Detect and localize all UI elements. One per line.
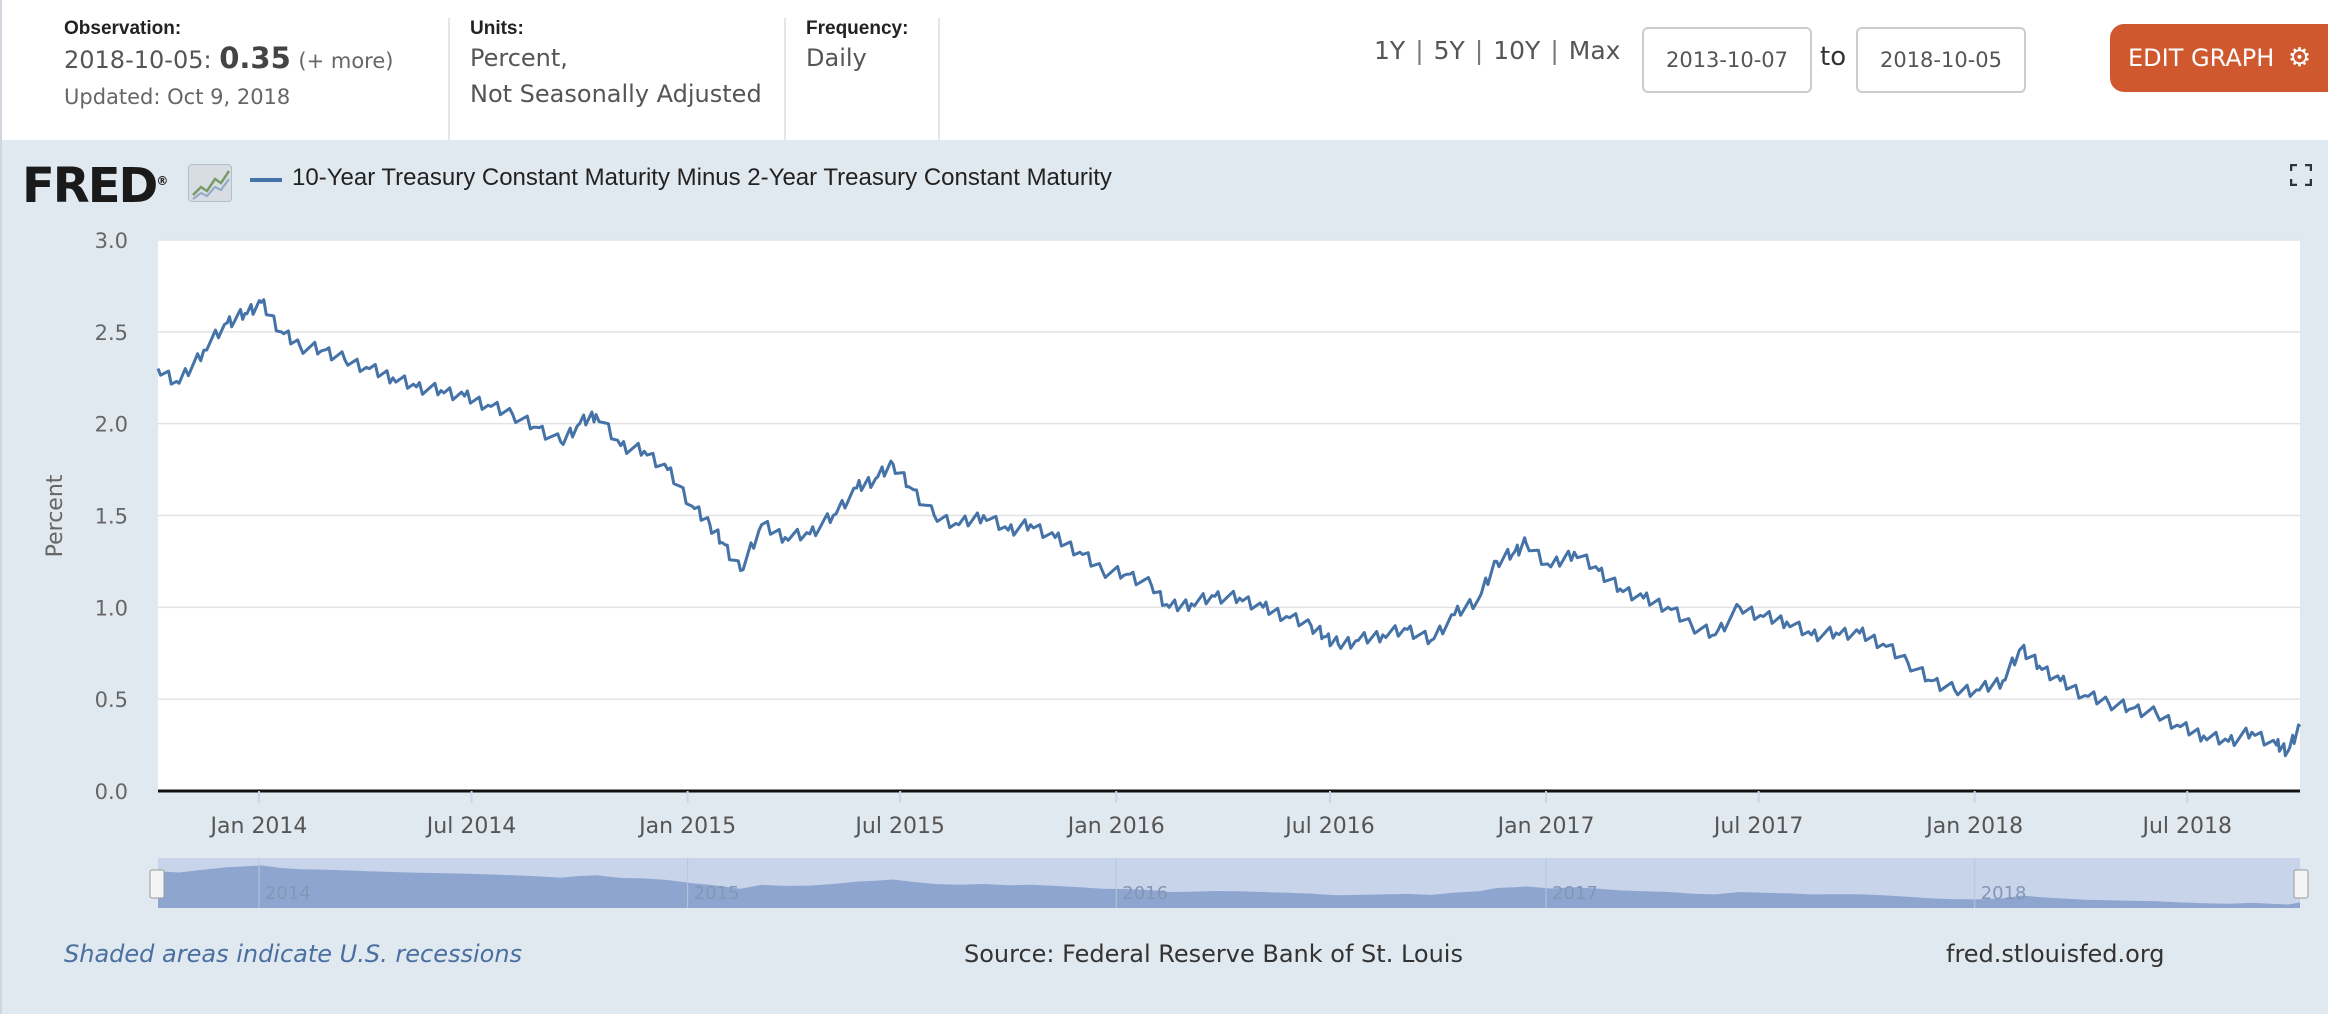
- header-divider: [784, 18, 786, 140]
- units-label: Units:: [470, 18, 524, 39]
- y-axis-label: Percent: [43, 474, 68, 557]
- navigator-labels: 2014 2015 2016 2017 2018: [258, 858, 2027, 908]
- frequency-label: Frequency:: [806, 18, 909, 39]
- fred-logo-reg: ®: [156, 174, 168, 188]
- y-tick-label: 2.0: [95, 413, 128, 437]
- units-block: Units: Percent, Not Seasonally Adjusted: [470, 18, 762, 112]
- y-tick-label: 3.0: [95, 229, 128, 253]
- graph-panel: FRED® 10-Year Treasury Constant Maturity…: [0, 140, 2328, 1014]
- frequency-value: Daily: [806, 44, 867, 72]
- header-bar: Observation: 2018-10-05: 0.35 (+ more) U…: [0, 0, 2328, 140]
- y-axis-ticks: 0.0 0.5 1.0 1.5 2.0 2.5 3.0: [95, 229, 128, 804]
- units-line2: Not Seasonally Adjusted: [470, 80, 762, 108]
- x-tick-label: Jul 2016: [1283, 814, 1375, 839]
- navigator-label: 2017: [1552, 883, 1598, 904]
- navigator-label: 2014: [265, 883, 311, 904]
- range-5y-button[interactable]: 5Y: [1433, 36, 1465, 65]
- x-tick-label: Jan 2014: [209, 814, 308, 839]
- header-divider: [448, 18, 450, 140]
- chart-icon: [188, 164, 232, 202]
- observation-value-row: 2018-10-05: 0.35 (+ more): [64, 40, 393, 79]
- x-tick-label: Jan 2016: [1066, 814, 1165, 839]
- range-separator: |: [1550, 36, 1559, 65]
- y-tick-label: 1.5: [95, 505, 128, 529]
- observation-date: 2018-10-05:: [64, 46, 212, 74]
- x-tick-label: Jul 2018: [2140, 814, 2232, 839]
- x-tick-label: Jan 2017: [1496, 814, 1595, 839]
- observation-more-link[interactable]: (+ more): [298, 49, 394, 73]
- y-tick-label: 2.5: [95, 321, 128, 345]
- y-tick-label: 1.0: [95, 596, 128, 620]
- x-tick-label: Jul 2017: [1712, 814, 1804, 839]
- fred-logo[interactable]: FRED®: [22, 158, 168, 214]
- legend-swatch: [250, 178, 282, 182]
- navigator-area: [158, 865, 2300, 908]
- x-tick-label: Jan 2018: [1924, 814, 2023, 839]
- navigator-label: 2015: [694, 883, 740, 904]
- navigator-left-handle[interactable]: [149, 869, 165, 899]
- fred-logo-text: FRED: [22, 158, 158, 214]
- legend-series-name: 10-Year Treasury Constant Maturity Minus…: [292, 164, 1112, 191]
- range-selector: 1Y | 5Y | 10Y | Max: [1374, 36, 1620, 65]
- y-tick-label: 0.5: [95, 688, 128, 712]
- x-tick-label: Jul 2014: [425, 814, 517, 839]
- navigator-label: 2016: [1122, 883, 1168, 904]
- start-date-input[interactable]: 2013-10-07: [1642, 27, 1812, 93]
- x-axis-ticks: Jan 2014 Jul 2014 Jan 2015 Jul 2015 Jan 2016…: [209, 791, 2232, 839]
- units-line1: Percent,: [470, 44, 568, 72]
- line-chart[interactable]: 0.0 0.5 1.0 1.5 2.0 2.5 3.0 Percent Jan 2014 Ju…: [2, 140, 2328, 920]
- range-max-button[interactable]: Max: [1568, 36, 1621, 65]
- navigator-label: 2018: [1981, 883, 2027, 904]
- observation-updated: Updated: Oct 9, 2018: [64, 85, 291, 109]
- header-divider: [938, 18, 940, 140]
- x-tick-label: Jul 2015: [853, 814, 945, 839]
- fullscreen-icon[interactable]: [2289, 163, 2313, 187]
- observation-label: Observation:: [64, 18, 182, 39]
- range-separator: |: [1415, 36, 1424, 65]
- range-10y-button[interactable]: 10Y: [1493, 36, 1541, 65]
- gear-icon: ⚙: [2287, 43, 2312, 73]
- frequency-block: Frequency: Daily: [806, 18, 908, 76]
- range-1y-button[interactable]: 1Y: [1374, 36, 1406, 65]
- recessions-note[interactable]: Shaded areas indicate U.S. recessions: [64, 940, 523, 968]
- y-tick-label: 0.0: [95, 780, 128, 804]
- site-link[interactable]: fred.stlouisfed.org: [1946, 940, 2165, 968]
- series-line: [156, 298, 2302, 758]
- edit-graph-label: EDIT GRAPH: [2128, 44, 2275, 72]
- observation-block: Observation: 2018-10-05: 0.35 (+ more) U…: [64, 18, 393, 115]
- end-date-input[interactable]: 2018-10-05: [1856, 27, 2026, 93]
- navigator-right-handle[interactable]: [2293, 869, 2309, 899]
- date-to-label: to: [1820, 42, 1847, 72]
- observation-value: 0.35: [219, 41, 291, 75]
- edit-graph-button[interactable]: EDIT GRAPH ⚙: [2110, 24, 2328, 92]
- range-separator: |: [1474, 36, 1484, 65]
- x-tick-label: Jan 2015: [637, 814, 736, 839]
- source-text: Source: Federal Reserve Bank of St. Loui…: [964, 940, 1463, 968]
